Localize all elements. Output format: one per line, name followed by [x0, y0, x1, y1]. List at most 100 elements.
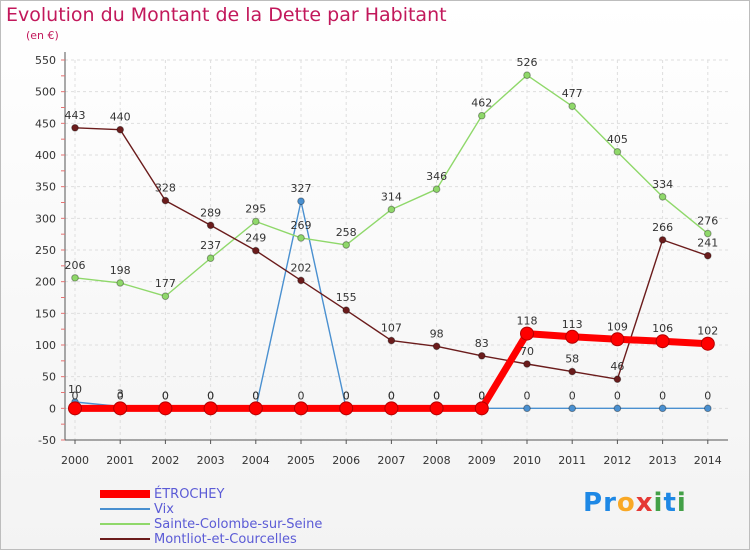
logo-letter: o	[616, 488, 636, 518]
data-label: 0	[207, 389, 214, 402]
legend-item: ÉTROCHEY	[100, 487, 430, 502]
data-label: 109	[607, 320, 628, 333]
data-point	[68, 401, 82, 416]
data-point	[71, 274, 79, 282]
data-point	[565, 329, 580, 344]
data-label: 328	[155, 182, 176, 195]
x-tick-label: 2014	[694, 454, 722, 467]
data-point	[568, 367, 577, 376]
data-label: 0	[162, 389, 169, 402]
data-label: 113	[562, 318, 583, 331]
x-tick-label: 2004	[242, 454, 270, 467]
data-point	[387, 336, 396, 345]
data-label: 276	[697, 215, 718, 228]
proxiti-logo: Proxiti	[583, 488, 687, 518]
data-point	[568, 404, 577, 413]
logo-letter: r	[603, 488, 617, 518]
data-point	[294, 401, 308, 416]
data-label: 106	[652, 322, 673, 335]
data-point	[158, 401, 173, 416]
logo-letter: P	[583, 488, 604, 518]
legend-swatch	[100, 523, 150, 525]
data-point	[429, 401, 444, 416]
data-point	[384, 401, 399, 416]
legend-swatch	[100, 508, 150, 510]
data-point	[432, 185, 441, 193]
data-label: 289	[200, 206, 221, 219]
x-tick-label: 2013	[649, 454, 677, 467]
data-label: 0	[343, 389, 350, 402]
y-tick-label: 0	[49, 402, 56, 415]
y-tick-label: 50	[42, 371, 56, 384]
data-point	[387, 205, 396, 214]
y-tick-label: 150	[35, 307, 56, 320]
y-tick-label: 100	[35, 339, 56, 352]
legend-item: Vix	[100, 502, 430, 517]
y-tick-label: 250	[35, 244, 56, 257]
x-tick-label: 2009	[468, 454, 496, 467]
data-point	[203, 401, 218, 416]
data-label: 0	[252, 389, 259, 402]
data-label: 0	[162, 389, 169, 402]
data-label: 0	[478, 389, 485, 402]
data-point	[474, 401, 489, 416]
data-label: 237	[200, 239, 221, 252]
data-label: 327	[291, 182, 312, 195]
data-point	[568, 102, 577, 111]
data-label: 0	[614, 389, 621, 402]
data-point	[297, 197, 305, 206]
x-tick-label: 2001	[106, 454, 134, 467]
x-tick-label: 2008	[423, 454, 451, 467]
x-tick-label: 2002	[151, 454, 179, 467]
data-label: 462	[471, 97, 492, 110]
data-label: 0	[388, 389, 395, 402]
data-point	[704, 404, 712, 413]
data-point	[71, 123, 79, 132]
logo-letter: x	[635, 488, 654, 518]
data-label: 102	[697, 325, 718, 338]
data-label: 477	[562, 87, 583, 100]
legend-swatch	[100, 538, 150, 540]
data-point	[520, 326, 534, 341]
data-point	[700, 336, 715, 351]
data-label: 0	[524, 389, 531, 402]
data-point	[613, 148, 622, 156]
data-label: 46	[610, 360, 624, 373]
data-point	[704, 229, 712, 238]
data-label: 241	[697, 237, 718, 250]
data-label: 0	[343, 389, 350, 402]
data-label: 118	[517, 315, 538, 328]
chart-title: Evolution du Montant de la Dette par Hab…	[6, 4, 447, 26]
y-tick-label: 450	[35, 117, 56, 130]
data-point	[658, 404, 667, 413]
data-point	[116, 279, 124, 287]
legend-swatch	[100, 490, 150, 498]
chart-subtitle: (en €)	[26, 29, 59, 42]
data-label: 10	[68, 383, 82, 396]
legend-item: Montliot-et-Courcelles	[100, 532, 430, 547]
data-label: 0	[433, 389, 440, 402]
data-label: 443	[65, 109, 86, 122]
data-point	[655, 334, 670, 349]
data-label: 198	[110, 264, 131, 277]
data-label: 295	[245, 203, 266, 216]
data-label: 0	[704, 389, 711, 402]
logo-letter: i	[653, 488, 664, 518]
data-point	[478, 111, 486, 120]
data-label: 258	[336, 226, 357, 239]
data-point	[339, 401, 354, 416]
x-tick-label: 2003	[197, 454, 225, 467]
data-point	[432, 342, 441, 351]
y-tick-label: 350	[35, 181, 56, 194]
legend-label: Vix	[154, 502, 174, 517]
data-label: 334	[652, 178, 673, 191]
data-point	[252, 217, 260, 226]
data-point	[297, 276, 305, 285]
data-label: 269	[291, 219, 312, 232]
data-label: 98	[430, 327, 444, 340]
y-tick-label: 500	[35, 86, 56, 99]
data-label: 0	[117, 389, 124, 402]
y-tick-label: 400	[35, 149, 56, 162]
data-point	[523, 404, 531, 413]
y-tick-label: 200	[35, 276, 56, 289]
